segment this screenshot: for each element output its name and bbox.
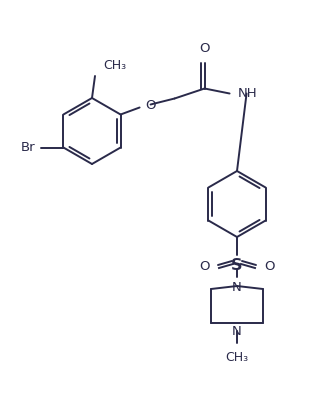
Text: N: N xyxy=(232,325,242,338)
Text: N: N xyxy=(232,281,242,294)
Text: Br: Br xyxy=(21,141,35,154)
Text: CH₃: CH₃ xyxy=(225,351,249,364)
Text: O: O xyxy=(146,99,156,112)
Text: CH₃: CH₃ xyxy=(103,59,126,72)
Text: S: S xyxy=(231,258,243,273)
Text: O: O xyxy=(264,261,274,273)
Text: O: O xyxy=(199,261,210,273)
Text: NH: NH xyxy=(238,87,257,100)
Text: O: O xyxy=(199,41,210,55)
